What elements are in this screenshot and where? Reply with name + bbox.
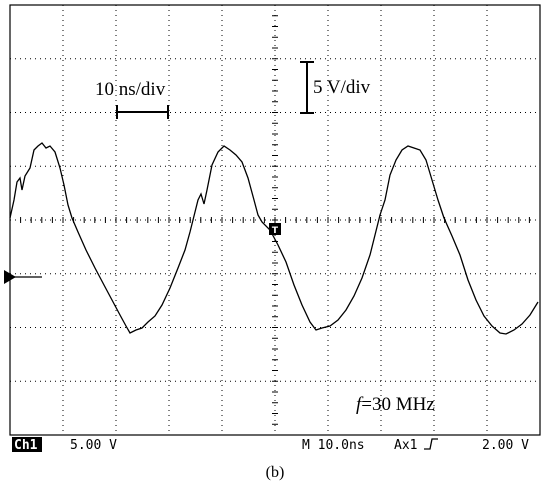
trigger-marker-label: T — [272, 226, 279, 236]
ground-arrow — [4, 270, 16, 284]
screen-border — [9, 4, 541, 436]
time-scale-bar — [116, 105, 169, 119]
volt-scale-label: 5 V/div — [313, 77, 371, 98]
frequency-symbol: f — [356, 394, 364, 415]
timebase: M 10.0ns — [302, 438, 365, 453]
graticule — [9, 4, 541, 436]
waveform — [9, 142, 539, 335]
trigger-level: 2.00 V — [482, 438, 529, 453]
channel-scale: 5.00 V — [70, 438, 117, 453]
trigger-marker — [269, 223, 281, 235]
caption: (b) — [266, 464, 285, 481]
frequency-label: f=30 MHz — [356, 394, 435, 415]
channel-label: Ch1 — [14, 438, 38, 453]
volt-scale-bar — [300, 61, 314, 114]
channel-badge — [12, 437, 42, 452]
trigger-edge-icon — [424, 438, 438, 450]
trigger-source: Ax1 — [394, 438, 417, 453]
time-scale-label: 10 ns/div — [95, 79, 166, 100]
frequency-value: =30 MHz — [361, 394, 435, 415]
